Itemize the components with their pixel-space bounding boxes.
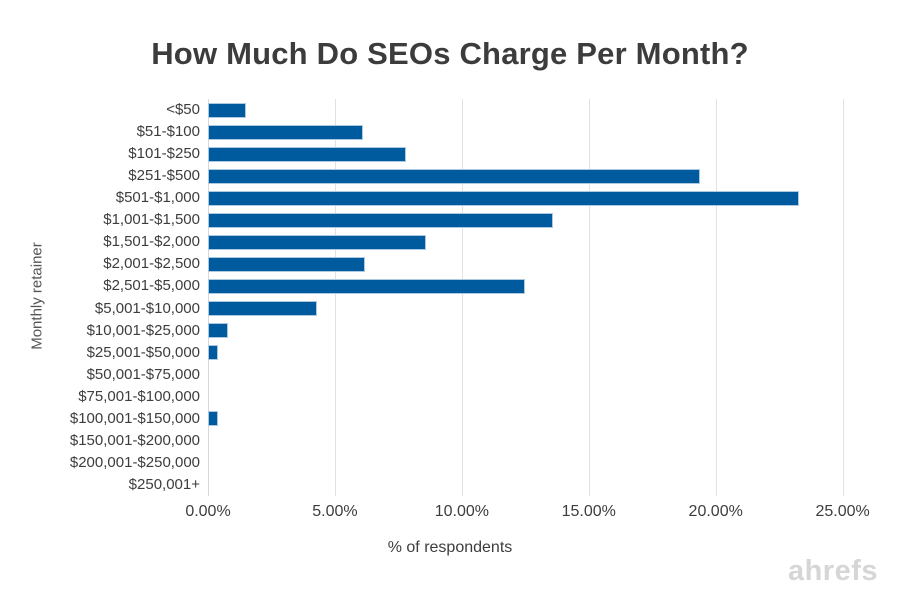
bar [208, 168, 701, 184]
category-label: $2,501-$5,000 [103, 277, 200, 295]
category-label: $250,001+ [128, 475, 200, 493]
plot-area [208, 99, 868, 496]
gridline [461, 99, 463, 496]
category-label: $10,001-$25,000 [86, 321, 200, 339]
category-label: $5,001-$10,000 [94, 299, 200, 317]
x-axis-ticks: 0.00% 5.00% 10.00% 15.00% 20.00% 25.00% [185, 503, 870, 523]
bar [208, 301, 318, 317]
category-label: $251-$500 [128, 167, 200, 185]
x-tick-label: 15.00% [561, 503, 616, 520]
x-tick-label: 5.00% [312, 503, 358, 520]
bar [208, 212, 554, 228]
gridline [588, 99, 590, 496]
bar [208, 190, 800, 206]
category-label: $1,001-$1,500 [103, 211, 200, 229]
category-label: $501-$1,000 [115, 189, 200, 207]
bar [208, 256, 366, 272]
bar [208, 411, 219, 427]
category-label: $2,001-$2,500 [103, 255, 200, 273]
category-label: $1,501-$2,000 [103, 233, 200, 251]
x-tick-label: 20.00% [688, 503, 743, 520]
bar [208, 124, 363, 140]
x-tick-label: 25.00% [815, 503, 870, 520]
gridline [842, 99, 844, 496]
category-label: <$50 [166, 101, 200, 118]
category-label: $200,001-$250,000 [69, 453, 200, 471]
gridline [334, 99, 336, 496]
bar [208, 234, 427, 250]
chart-title: How Much Do SEOs Charge Per Month? [151, 36, 749, 71]
category-label: $150,001-$200,000 [69, 431, 200, 449]
category-label: $50,001-$75,000 [86, 365, 200, 383]
category-label: $100,001-$150,000 [69, 409, 200, 427]
category-label: $75,001-$100,000 [78, 387, 200, 405]
category-label: $101-$250 [128, 145, 200, 163]
x-tick-label: 0.00% [185, 503, 231, 520]
bar [208, 146, 406, 162]
bar [208, 345, 219, 361]
x-tick-label: 10.00% [434, 503, 489, 520]
zero-axis-line [208, 99, 209, 496]
ahrefs-watermark: ahrefs [787, 555, 878, 587]
gridline [715, 99, 717, 496]
category-label: $25,001-$50,000 [86, 343, 200, 361]
category-label: $51-$100 [136, 123, 200, 141]
x-axis-label: % of respondents [387, 539, 513, 556]
bar [208, 323, 229, 339]
bar [208, 278, 526, 294]
bar [208, 102, 247, 118]
